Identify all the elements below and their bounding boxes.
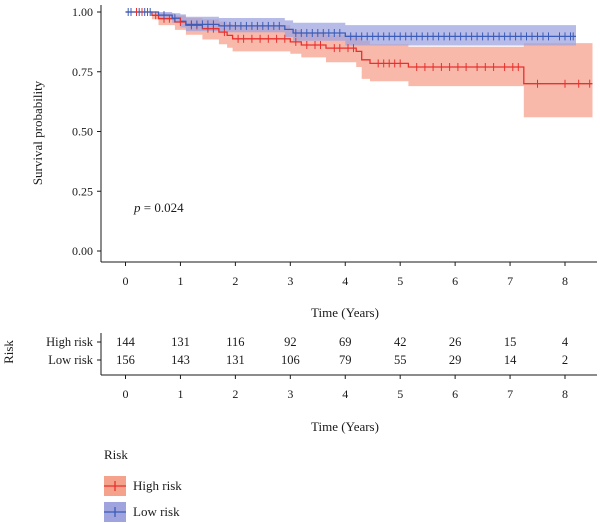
x-tick-label: 7 <box>507 274 513 288</box>
legend-label-low-risk: Low risk <box>133 504 180 519</box>
risk-cell-low-risk: 2 <box>562 353 568 367</box>
y-axis-title: Survival probability <box>30 80 45 185</box>
risk-cell-high-risk: 26 <box>449 335 462 349</box>
risk-cell-low-risk: 143 <box>171 353 190 367</box>
x-axis-title: Time (Years) <box>311 305 379 320</box>
x-tick-label: 4 <box>342 274 348 288</box>
y-tick-label: 0.25 <box>72 184 93 198</box>
risk-x-ticks: 0 1 2 3 4 5 6 7 8 <box>123 375 568 401</box>
risk-cell-high-risk: 15 <box>504 335 517 349</box>
risk-table: Risk High risk Low risk 144 131 116 92 69 42 2… <box>1 333 597 434</box>
legend-label-high-risk: High risk <box>133 478 182 493</box>
risk-cells: 144 131 116 92 69 42 26 15 4 156 143 131 106 79 55 29 14… <box>116 335 569 367</box>
x-ticks: 0 1 2 3 4 5 6 7 8 <box>123 262 568 288</box>
risk-cell-low-risk: 131 <box>226 353 245 367</box>
risk-cell-high-risk: 4 <box>562 335 569 349</box>
legend-item-high-risk: High risk <box>104 476 182 496</box>
risk-table-title: Risk <box>1 340 16 364</box>
x-tick-label: 8 <box>562 274 568 288</box>
legend-title: Risk <box>104 447 128 462</box>
risk-x-tick-label: 5 <box>397 387 403 401</box>
risk-x-tick-label: 1 <box>177 387 183 401</box>
y-tick-label: 0.50 <box>72 125 93 139</box>
p-value-text: = 0.024 <box>141 200 185 215</box>
y-ticks: 0.00 0.25 0.50 0.75 1.00 <box>72 5 101 258</box>
risk-cell-high-risk: 116 <box>226 335 244 349</box>
survival-plot: 0.00 0.25 0.50 0.75 1.00 0 1 2 3 4 5 6 7 8 Survival … <box>30 5 597 320</box>
p-symbol: p <box>133 200 141 215</box>
x-tick-label: 5 <box>397 274 403 288</box>
y-tick-label: 1.00 <box>72 5 93 19</box>
x-tick-label: 3 <box>287 274 293 288</box>
risk-cell-low-risk: 106 <box>281 353 300 367</box>
risk-cell-low-risk: 14 <box>504 353 517 367</box>
risk-cell-low-risk: 55 <box>394 353 407 367</box>
y-tick-label: 0.00 <box>72 244 93 258</box>
censor-marks <box>127 8 591 88</box>
risk-x-tick-label: 0 <box>123 387 129 401</box>
confidence-bands <box>125 12 593 118</box>
risk-cell-high-risk: 131 <box>171 335 190 349</box>
x-tick-label: 1 <box>177 274 183 288</box>
y-tick-label: 0.75 <box>72 65 93 79</box>
x-tick-label: 0 <box>123 274 129 288</box>
risk-x-tick-label: 6 <box>452 387 458 401</box>
risk-x-tick-label: 3 <box>287 387 293 401</box>
risk-x-axis-title: Time (Years) <box>311 419 379 434</box>
risk-x-tick-label: 2 <box>232 387 238 401</box>
risk-cell-low-risk: 29 <box>449 353 462 367</box>
confidence-band-low-risk <box>125 12 576 46</box>
risk-cell-low-risk: 156 <box>116 353 135 367</box>
legend-item-low-risk: Low risk <box>104 502 180 522</box>
risk-x-tick-label: 4 <box>342 387 348 401</box>
p-value-annotation: p = 0.024 <box>133 200 184 215</box>
risk-cell-high-risk: 92 <box>284 335 297 349</box>
risk-cell-high-risk: 42 <box>394 335 407 349</box>
risk-cell-low-risk: 79 <box>339 353 352 367</box>
x-tick-label: 6 <box>452 274 458 288</box>
risk-cell-high-risk: 69 <box>339 335 352 349</box>
risk-row-label-high: High risk <box>46 335 94 349</box>
risk-x-tick-label: 8 <box>562 387 568 401</box>
risk-x-tick-label: 7 <box>507 387 513 401</box>
risk-cell-high-risk: 144 <box>116 335 136 349</box>
legend: Risk High risk Low risk <box>104 447 182 522</box>
risk-row-label-low: Low risk <box>48 353 94 367</box>
x-tick-label: 2 <box>232 274 238 288</box>
